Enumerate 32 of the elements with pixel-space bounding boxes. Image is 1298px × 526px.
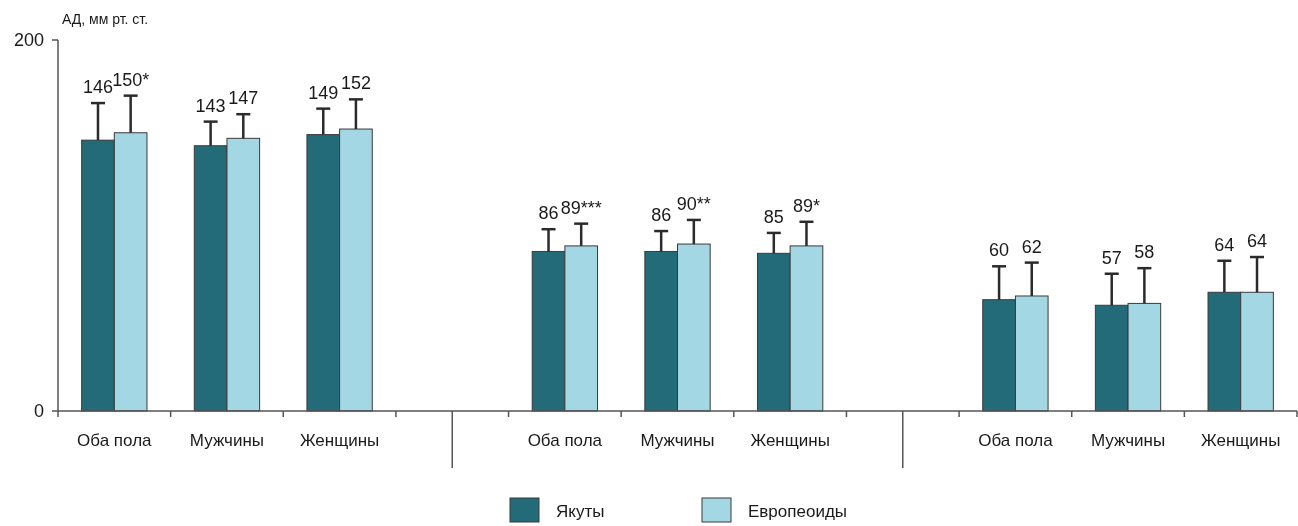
x-tick-label: Оба пола xyxy=(527,431,603,450)
x-tick-label: Женщины xyxy=(299,431,380,450)
y-tick-label: 200 xyxy=(13,30,44,51)
data-label: 58 xyxy=(1134,242,1155,263)
data-label: 90** xyxy=(676,193,711,214)
data-label: 57 xyxy=(1101,247,1122,268)
data-label: 89*** xyxy=(560,197,602,218)
y-axis-title: АД, мм рт. ст. xyxy=(62,11,149,27)
legend-label: Якуты xyxy=(556,502,605,521)
y-tick-label: 0 xyxy=(33,401,44,422)
x-tick-label: Женщины xyxy=(1200,431,1281,450)
legend-label: Европеоиды xyxy=(748,502,848,521)
data-label: 146 xyxy=(82,77,114,98)
data-label: 64 xyxy=(1247,231,1268,252)
x-tick-label: Мужчины xyxy=(1090,431,1166,450)
data-label: 85 xyxy=(763,206,784,227)
data-label: 147 xyxy=(228,88,259,109)
x-tick-label: Женщины xyxy=(750,431,830,450)
x-tick-label: Мужчины xyxy=(640,431,715,450)
data-label: 60 xyxy=(989,240,1010,261)
x-tick-label: Мужчины xyxy=(189,431,265,450)
data-label: 62 xyxy=(1021,236,1042,257)
x-tick-label: Оба пола xyxy=(978,431,1054,450)
x-tick-label: Оба пола xyxy=(77,431,153,450)
data-label: 89* xyxy=(792,195,820,216)
data-label: 149 xyxy=(308,82,339,103)
data-label: 86 xyxy=(538,203,559,224)
data-label: 150* xyxy=(112,69,150,90)
data-label: 143 xyxy=(195,95,226,116)
data-label: 152 xyxy=(340,73,371,94)
data-label: 86 xyxy=(651,205,672,226)
data-label: 64 xyxy=(1214,234,1235,255)
